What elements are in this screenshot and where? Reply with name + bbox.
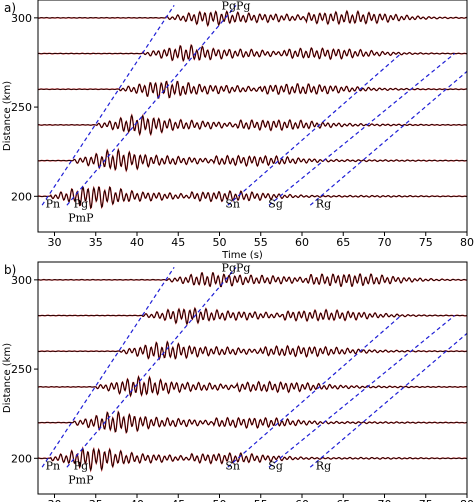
x-tick-label: 45 — [171, 498, 185, 502]
travel-time-line-sn — [227, 53, 402, 206]
phase-label-pg: Pg — [74, 197, 88, 210]
x-tick-label: 55 — [254, 236, 268, 249]
x-tick-label: 80 — [460, 236, 474, 249]
x-tick-label: 70 — [378, 236, 392, 249]
observed-trace-200 — [38, 447, 467, 472]
x-tick-label: 60 — [295, 236, 309, 249]
x-tick-label: 65 — [336, 498, 350, 502]
phase-label-pgpg: PgPg — [222, 261, 251, 274]
x-tick-label: 30 — [48, 498, 62, 502]
plot-frame — [37, 261, 468, 495]
synthetic-trace-260 — [38, 340, 467, 361]
y-tick-label: 300 — [11, 12, 32, 25]
panel-a: a) 30 35 40 45 50 55 60 65 70 75 80 200 250 300 Time (s… — [2, 0, 474, 261]
synthetic-trace-280 — [38, 306, 467, 326]
y-tick-label: 250 — [11, 101, 32, 114]
travel-time-line-rg — [309, 332, 467, 468]
x-tick-label: 60 — [295, 498, 309, 502]
panel-label: a) — [4, 1, 16, 15]
observed-trace-240 — [38, 375, 467, 397]
x-tick-label: 40 — [130, 236, 144, 249]
observed-trace-300 — [38, 272, 467, 287]
panel-label: b) — [4, 263, 16, 277]
traces — [38, 9, 467, 210]
travel-time-line-sg — [268, 53, 456, 206]
observed-trace-280 — [38, 307, 467, 326]
x-tick-label: 50 — [213, 498, 227, 502]
x-tick-label: 45 — [171, 236, 185, 249]
phase-label-sn: Sn — [225, 197, 240, 210]
x-tick-label: 35 — [89, 498, 103, 502]
phase-label-rg: Rg — [316, 459, 331, 472]
x-tick-label: 35 — [89, 236, 103, 249]
observed-trace-200 — [38, 186, 467, 209]
phase-label-pn: Pn — [46, 197, 61, 210]
x-tick-label: 30 — [48, 236, 62, 249]
plot-frame — [37, 0, 468, 233]
x-tick-label: 75 — [419, 236, 433, 249]
phase-label-pmp: PmP — [68, 212, 94, 225]
traces — [38, 272, 467, 473]
observed-trace-220 — [38, 148, 467, 172]
travel-time-line-pn — [41, 5, 175, 206]
observed-trace-300 — [38, 10, 467, 27]
travel-time-line-rg — [309, 70, 467, 206]
travel-time-line-pg — [66, 4, 237, 206]
x-tick-label: 75 — [419, 498, 433, 502]
observed-trace-220 — [38, 411, 467, 434]
phase-label-pg: Pg — [74, 459, 88, 472]
y-tick-label: 200 — [11, 190, 32, 203]
phase-label-pgpg: PgPg — [222, 0, 251, 12]
phase-label-pn: Pn — [46, 459, 61, 472]
travel-time-line-sg — [268, 315, 456, 468]
x-tick-label: 65 — [336, 236, 350, 249]
observed-trace-240 — [38, 114, 467, 136]
x-axis-label: Time (s) — [221, 250, 263, 261]
phase-label-rg: Rg — [316, 197, 331, 210]
y-tick-label: 250 — [11, 363, 32, 376]
x-tick-label: 80 — [460, 498, 474, 502]
x-tick-label: 55 — [254, 498, 268, 502]
travel-time-line-pg — [66, 266, 237, 468]
observed-trace-260 — [38, 340, 467, 360]
synthetic-trace-240 — [38, 113, 467, 137]
travel-time-line-pn — [41, 267, 175, 468]
x-tick-label: 50 — [213, 236, 227, 249]
observed-trace-260 — [38, 80, 467, 99]
x-tick-label: 70 — [378, 498, 392, 502]
y-tick-label: 300 — [11, 274, 32, 287]
travel-time-line-sn — [227, 315, 402, 468]
phase-label-sn: Sn — [225, 459, 240, 472]
phase-label-pmp: PmP — [68, 474, 94, 487]
phase-label-sg: Sg — [268, 459, 283, 472]
y-axis-label: Distance (km) — [2, 343, 13, 413]
y-axis-label: Distance (km) — [2, 81, 13, 151]
x-tick-label: 40 — [130, 498, 144, 502]
y-tick-label: 200 — [11, 452, 32, 465]
observed-trace-280 — [38, 44, 467, 62]
phase-label-sg: Sg — [268, 197, 283, 210]
